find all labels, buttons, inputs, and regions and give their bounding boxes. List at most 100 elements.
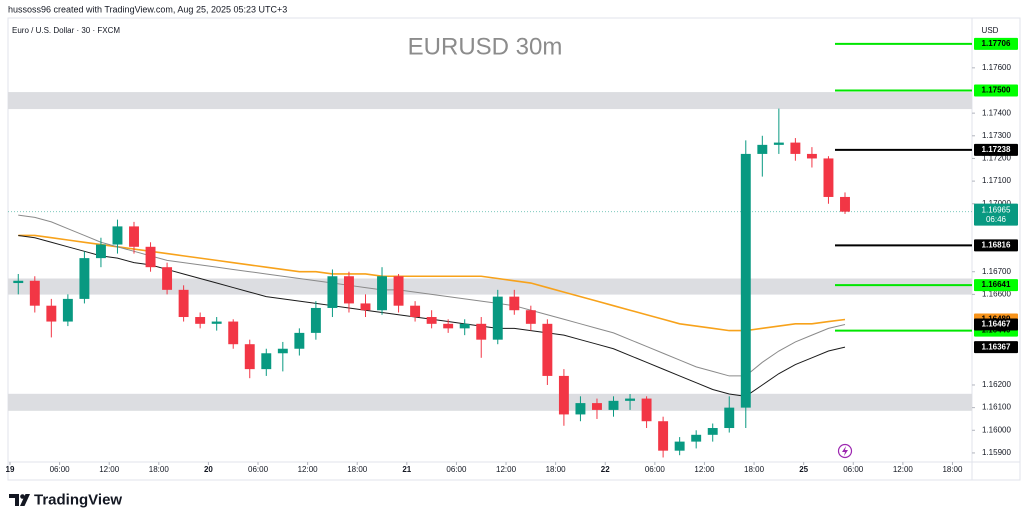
x-tick-label: 18:00 bbox=[347, 465, 368, 474]
x-tick-label: 22 bbox=[601, 465, 610, 474]
candle-body bbox=[426, 317, 437, 324]
x-tick-label: 06:00 bbox=[843, 465, 864, 474]
candle-body bbox=[790, 142, 801, 154]
brand: TradingView bbox=[34, 491, 122, 508]
ma-label: 1.16367 bbox=[982, 342, 1011, 351]
x-tick-label: 12:00 bbox=[298, 465, 319, 474]
level-label-bg bbox=[974, 279, 1018, 292]
candle-body bbox=[79, 258, 90, 299]
x-tick-label: 12:00 bbox=[694, 465, 715, 474]
level-label: 1.16816 bbox=[982, 241, 1011, 250]
x-tick-label: 18:00 bbox=[744, 465, 765, 474]
candle-body bbox=[178, 289, 189, 318]
event-circle[interactable] bbox=[837, 443, 853, 459]
x-tick-label: 06:00 bbox=[645, 465, 666, 474]
candle-body bbox=[195, 317, 206, 324]
y-tick-label: 1.16600 bbox=[982, 289, 1011, 298]
candle-body bbox=[112, 226, 123, 245]
candle-body bbox=[625, 398, 636, 401]
zone bbox=[8, 393, 972, 411]
candle-body bbox=[261, 353, 272, 370]
y-tick-label: 1.16200 bbox=[982, 380, 1011, 389]
x-tick-label: 21 bbox=[402, 465, 411, 474]
candle-body bbox=[757, 144, 768, 154]
y-tick-label: 1.15900 bbox=[982, 448, 1011, 457]
candle-body bbox=[62, 298, 73, 322]
y-tick-label: 1.17600 bbox=[982, 63, 1011, 72]
candle-body bbox=[46, 305, 57, 322]
logo-slash bbox=[20, 494, 30, 506]
candle-body bbox=[211, 321, 222, 324]
chart-title: EURUSD 30m bbox=[408, 33, 563, 60]
y-tick-label: 1.16700 bbox=[982, 267, 1011, 276]
candle-body bbox=[244, 344, 255, 370]
last-price-bg bbox=[974, 203, 1018, 226]
candles-layer bbox=[13, 108, 850, 458]
candle-body bbox=[542, 323, 553, 376]
x-tick-label: 12:00 bbox=[893, 465, 914, 474]
candle-body bbox=[724, 407, 735, 429]
y-tick-label: 1.17300 bbox=[982, 131, 1011, 140]
level-label: 1.17706 bbox=[982, 39, 1011, 48]
candle-body bbox=[674, 441, 685, 451]
x-tick-label: 12:00 bbox=[496, 465, 517, 474]
ma-label: 1.16467 bbox=[982, 320, 1011, 329]
moving-average bbox=[18, 214, 846, 377]
logo bbox=[9, 494, 30, 506]
event-bolt[interactable] bbox=[842, 446, 848, 456]
last-price-label: 1.16965 bbox=[982, 205, 1011, 214]
candle-body bbox=[575, 403, 586, 415]
symbol: Euro / U.S. Dollar · 30 · FXCM bbox=[12, 26, 120, 35]
candle-body bbox=[509, 296, 520, 311]
candle-body bbox=[558, 375, 569, 415]
logo-dot bbox=[20, 494, 25, 499]
candle-body bbox=[740, 153, 751, 408]
candle-body bbox=[806, 153, 817, 159]
y-tick-label: 1.16100 bbox=[982, 403, 1011, 412]
x-tick-label: 12:00 bbox=[99, 465, 120, 474]
candle-body bbox=[691, 434, 702, 442]
candle-body bbox=[327, 276, 338, 308]
candle-body bbox=[343, 276, 354, 304]
candle-body bbox=[773, 142, 784, 145]
x-tick-label: 06:00 bbox=[248, 465, 269, 474]
logo-mark bbox=[9, 494, 19, 506]
ma-label-bg bbox=[974, 318, 1018, 331]
zone bbox=[8, 92, 972, 110]
x-tick-label: 19 bbox=[6, 465, 15, 474]
y-tick-label: 1.17400 bbox=[982, 108, 1011, 117]
candle-body bbox=[393, 276, 404, 306]
x-tick-label: 06:00 bbox=[50, 465, 71, 474]
candle-body bbox=[29, 280, 40, 306]
moving-average bbox=[18, 234, 846, 332]
y-tick-label: 1.17000 bbox=[982, 199, 1011, 208]
y-tick-label: 1.17200 bbox=[982, 154, 1011, 163]
x-tick-label: 18:00 bbox=[942, 465, 963, 474]
credit: hussoss96 created with TradingView.com, … bbox=[8, 4, 287, 14]
candle-body bbox=[162, 267, 173, 290]
x-tick-label: 18:00 bbox=[149, 465, 170, 474]
candle-body bbox=[443, 323, 454, 329]
level-label: 1.16641 bbox=[982, 280, 1011, 289]
event-icon[interactable] bbox=[837, 443, 853, 459]
level-label: 1.17238 bbox=[982, 145, 1011, 154]
candle-body bbox=[707, 428, 718, 435]
candle-body bbox=[592, 403, 602, 410]
x-tick-label: 06:00 bbox=[446, 465, 467, 474]
y-tick-label: 1.17100 bbox=[982, 176, 1011, 185]
x-tick-label: 20 bbox=[204, 465, 213, 474]
candle-body bbox=[13, 280, 24, 284]
candle-body bbox=[294, 332, 305, 349]
candle-body bbox=[228, 321, 239, 345]
y-tick-label: 1.16000 bbox=[982, 425, 1011, 434]
candle-body bbox=[145, 246, 156, 268]
candle-body bbox=[360, 303, 371, 311]
candle-body bbox=[129, 226, 139, 247]
candle-body bbox=[277, 348, 288, 354]
level-label: 1.17500 bbox=[982, 86, 1011, 95]
axis-layer: 1.17600 1.17400 1.17300 1.17200 1.17100 1.170… bbox=[6, 37, 1018, 474]
zones-layer bbox=[8, 92, 972, 411]
candle-body bbox=[476, 323, 487, 340]
x-tick-label: 25 bbox=[799, 465, 808, 474]
